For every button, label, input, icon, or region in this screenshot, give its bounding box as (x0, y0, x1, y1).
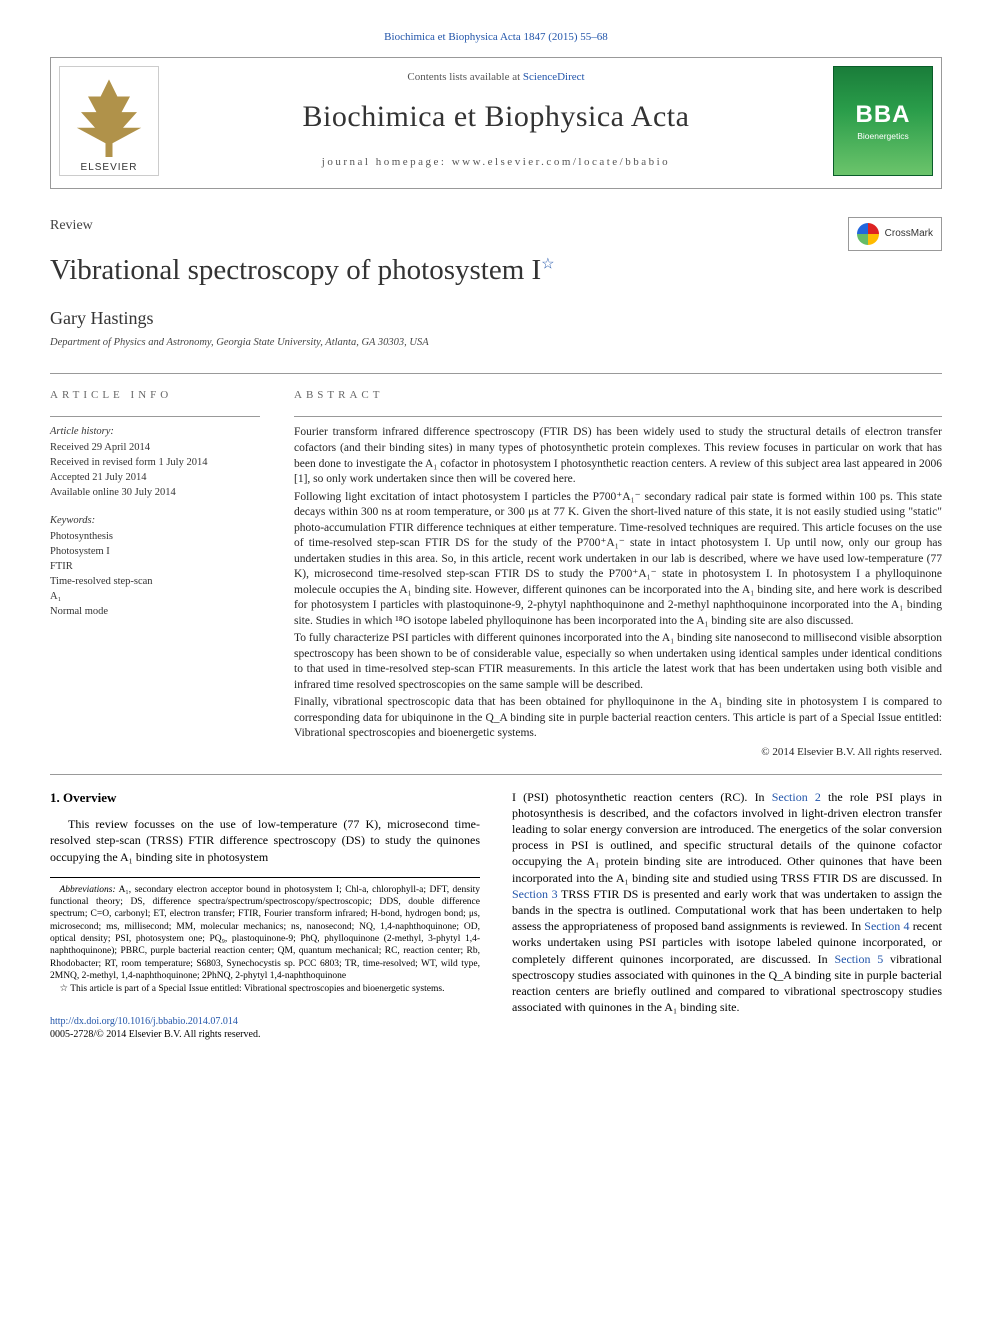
article-title-text: Vibrational spectroscopy of photosystem … (50, 254, 541, 286)
abstract-heading: ABSTRACT (294, 388, 942, 403)
divider (50, 774, 942, 775)
abstract-paragraph: To fully characterize PSI particles with… (294, 631, 942, 693)
author-affiliation: Department of Physics and Astronomy, Geo… (50, 336, 942, 350)
bba-small-label: Bioenergetics (857, 131, 909, 142)
keyword: Normal mode (50, 605, 260, 619)
article-info-column: ARTICLE INFO Article history: Received 2… (50, 388, 260, 760)
section-link[interactable]: Section 2 (772, 790, 821, 804)
crossmark-icon (857, 223, 879, 245)
contents-prefix: Contents lists available at (407, 71, 522, 83)
footnotes-block: Abbreviations: A₁, secondary electron ac… (50, 877, 480, 995)
keywords-heading: Keywords: (50, 514, 260, 528)
abstract-paragraph: Following light excitation of intact pho… (294, 490, 942, 630)
divider (50, 416, 260, 417)
crossmark-label: CrossMark (885, 227, 933, 241)
received-date: Received 29 April 2014 (50, 441, 260, 455)
keyword: Time-resolved step-scan (50, 575, 260, 589)
journal-homepage: journal homepage: www.elsevier.com/locat… (171, 155, 821, 170)
elsevier-label: ELSEVIER (81, 161, 138, 175)
journal-header-box: ELSEVIER BBA Bioenergetics Contents list… (50, 57, 942, 189)
divider (50, 373, 942, 374)
section-link[interactable]: Section 4 (864, 919, 909, 933)
keyword: FTIR (50, 560, 260, 574)
history-heading: Article history: (50, 425, 260, 439)
divider (294, 416, 942, 417)
contents-line: Contents lists available at ScienceDirec… (171, 70, 821, 85)
star-footnote: ☆ This article is part of a Special Issu… (50, 983, 480, 995)
homepage-url[interactable]: www.elsevier.com/locate/bbabio (452, 156, 670, 168)
article-type: Review (50, 217, 942, 236)
abbrev-body: A₁, secondary electron acceptor bound in… (50, 885, 480, 981)
body-left-column: 1. Overview This review focusses on the … (50, 789, 480, 1042)
crossmark-badge[interactable]: CrossMark (848, 217, 942, 251)
section-link[interactable]: Section 5 (834, 952, 883, 966)
journal-name: Biochimica et Biophysica Acta (171, 97, 821, 138)
abstract-copyright: © 2014 Elsevier B.V. All rights reserved… (294, 745, 942, 760)
elsevier-tree-icon (74, 79, 144, 157)
online-date: Available online 30 July 2014 (50, 486, 260, 500)
author-name[interactable]: Gary Hastings (50, 306, 942, 330)
section-link[interactable]: Section 3 (512, 887, 558, 901)
title-footnote-star[interactable]: ☆ (541, 256, 554, 272)
body-text: I (PSI) photosynthetic reaction centers … (512, 790, 772, 804)
footer-copyright: 0005-2728/© 2014 Elsevier B.V. All right… (50, 1029, 260, 1040)
homepage-prefix: journal homepage: (322, 156, 452, 168)
keyword: A₁ (50, 590, 260, 604)
journal-reference: Biochimica et Biophysica Acta 1847 (2015… (50, 30, 942, 45)
doi-link[interactable]: http://dx.doi.org/10.1016/j.bbabio.2014.… (50, 1016, 238, 1027)
bba-cover-logo[interactable]: BBA Bioenergetics (833, 66, 933, 176)
section-heading: 1. Overview (50, 789, 480, 807)
keyword: Photosynthesis (50, 530, 260, 544)
abstract-column: ABSTRACT Fourier transform infrared diff… (294, 388, 942, 760)
body-paragraph: I (PSI) photosynthetic reaction centers … (512, 789, 942, 1016)
body-right-column: I (PSI) photosynthetic reaction centers … (512, 789, 942, 1042)
elsevier-logo[interactable]: ELSEVIER (59, 66, 159, 176)
abstract-paragraph: Fourier transform infrared difference sp… (294, 425, 942, 487)
abbrev-head: Abbreviations: (60, 885, 116, 895)
article-title: Vibrational spectroscopy of photosystem … (50, 251, 942, 290)
footer-doi-block: http://dx.doi.org/10.1016/j.bbabio.2014.… (50, 1015, 480, 1042)
revised-date: Received in revised form 1 July 2014 (50, 456, 260, 470)
abstract-paragraph: Finally, vibrational spectroscopic data … (294, 695, 942, 742)
sciencedirect-link[interactable]: ScienceDirect (523, 71, 585, 83)
abbreviations-footnote: Abbreviations: A₁, secondary electron ac… (50, 884, 480, 983)
bba-big-label: BBA (856, 99, 911, 131)
accepted-date: Accepted 21 July 2014 (50, 471, 260, 485)
article-info-heading: ARTICLE INFO (50, 388, 260, 403)
body-paragraph: This review focusses on the use of low-t… (50, 816, 480, 865)
keyword: Photosystem I (50, 545, 260, 559)
